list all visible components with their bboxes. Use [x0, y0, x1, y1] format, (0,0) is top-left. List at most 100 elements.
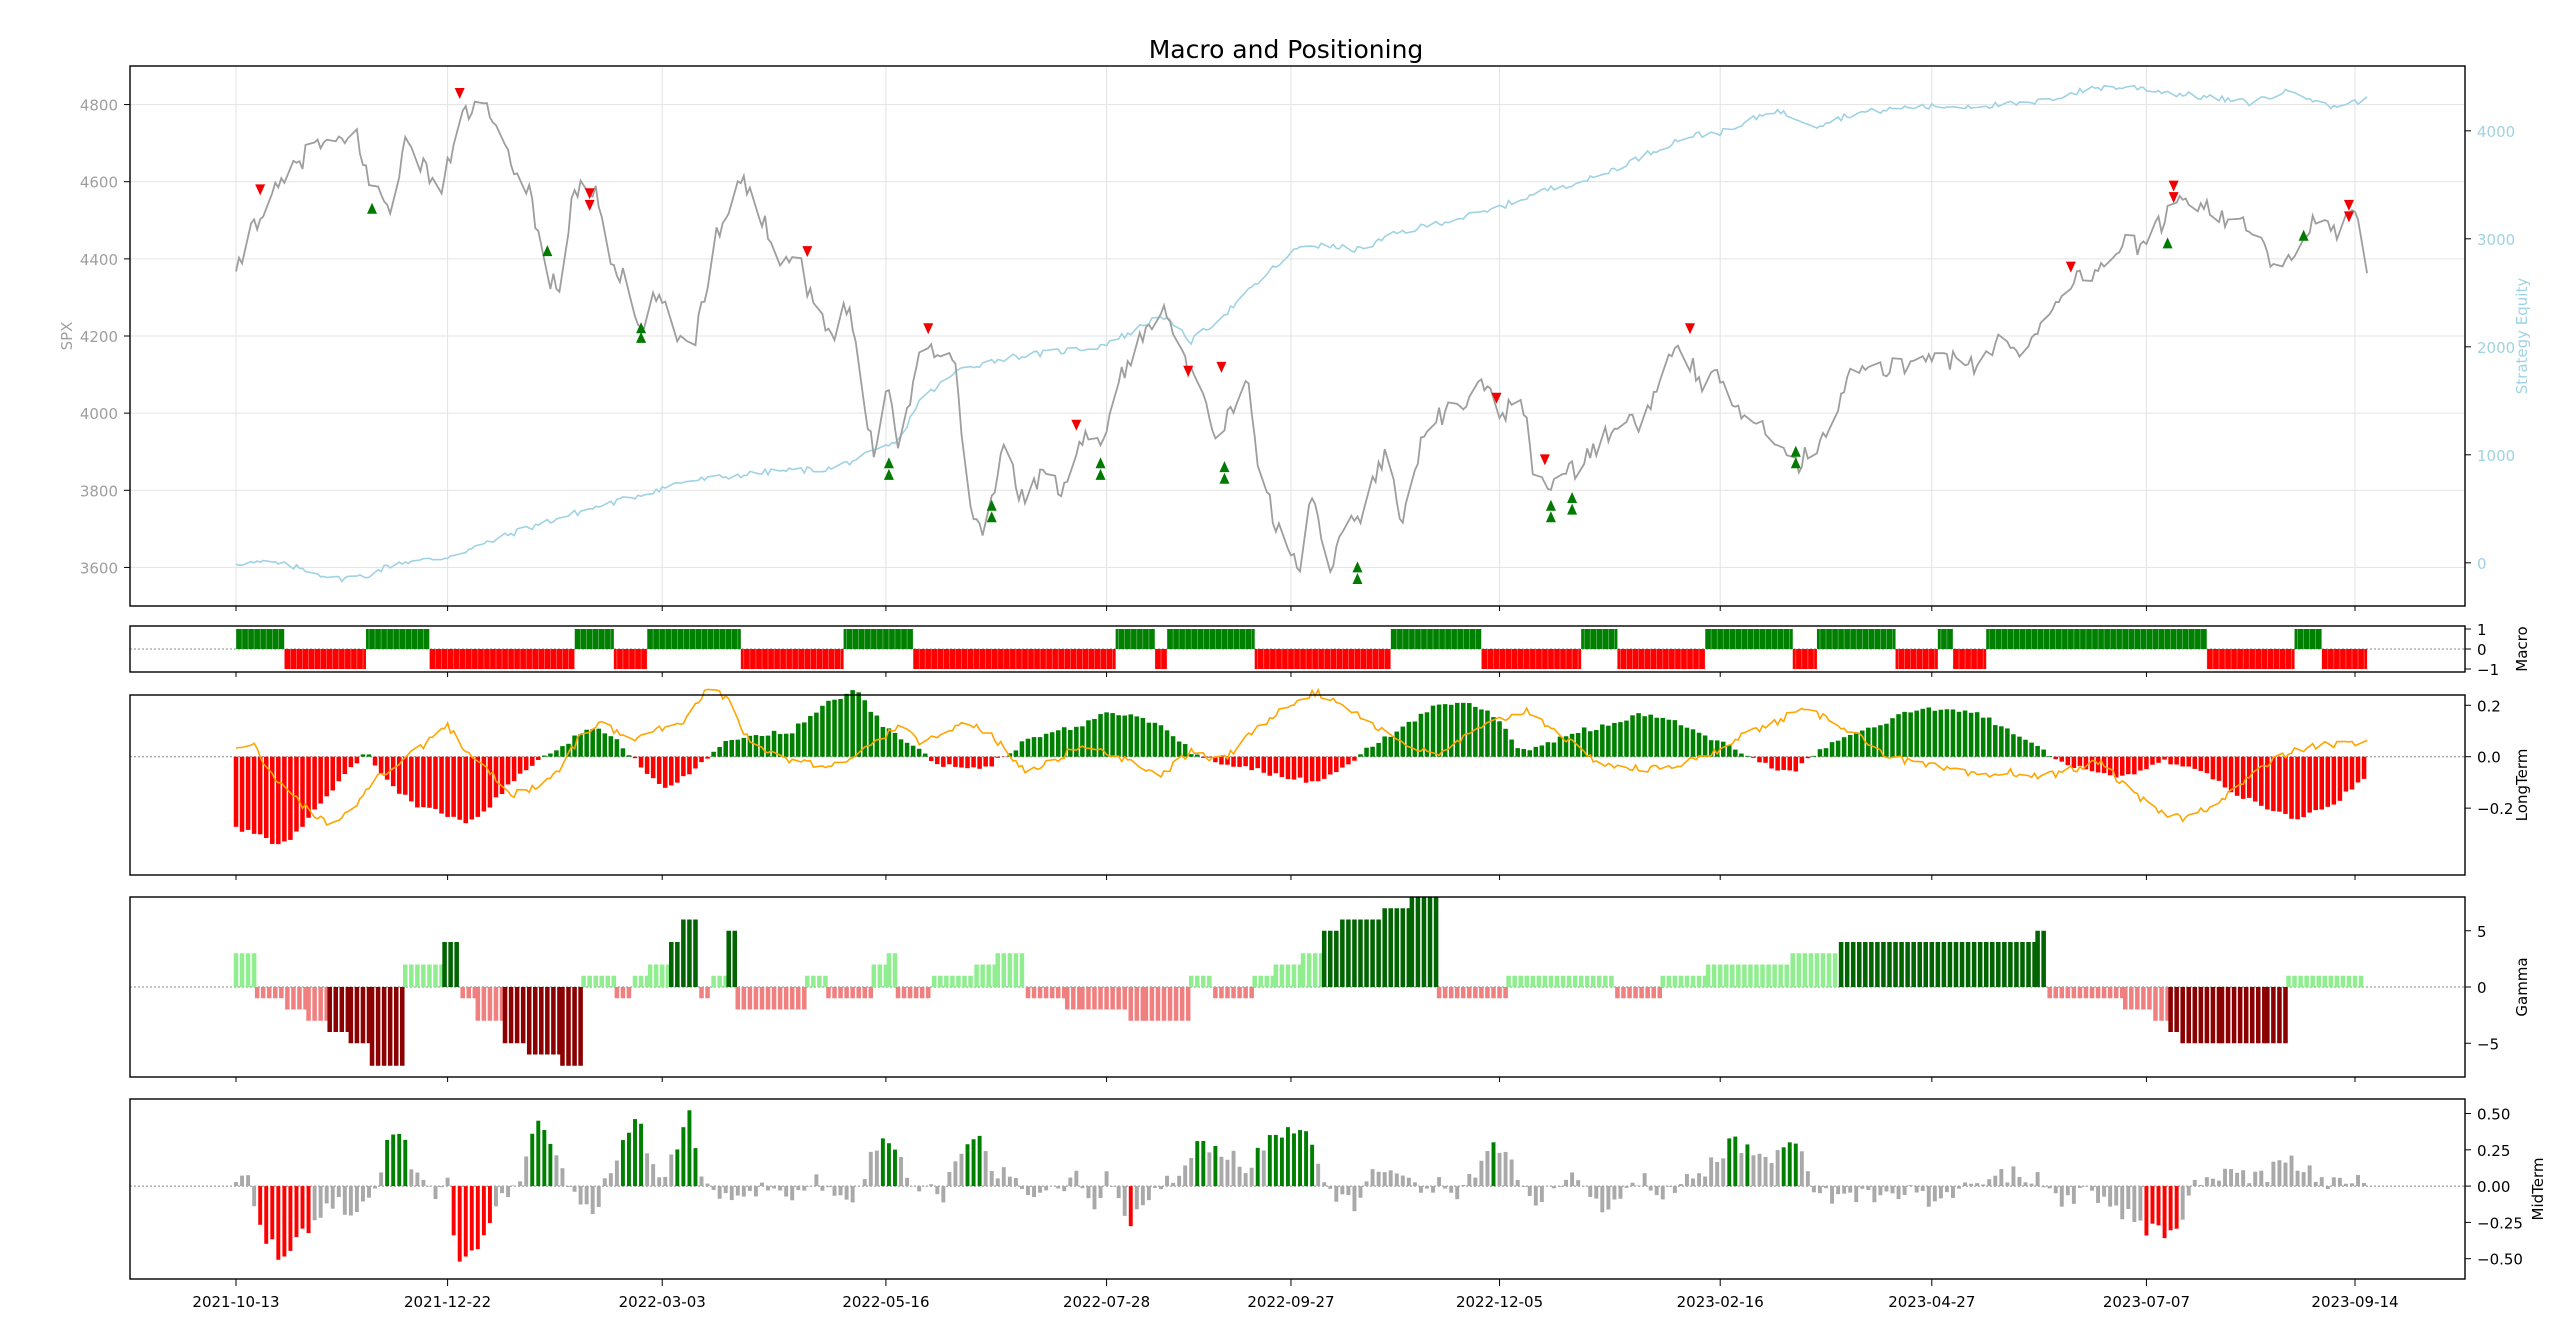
gamma-bar [2008, 942, 2013, 987]
longterm-bar [2319, 756, 2325, 810]
midterm-bar [1370, 1169, 1375, 1187]
gamma-bar [2216, 987, 2222, 1044]
midterm-bar [1981, 1184, 1986, 1187]
gamma-bar [986, 964, 991, 987]
gamma-bar [1019, 953, 1025, 987]
longterm-bar [2107, 756, 2113, 776]
macro-state-bar [1481, 649, 1582, 669]
longterm-bar [1436, 704, 1442, 757]
gamma-bar [1013, 953, 1019, 987]
spx-tick-label: 4000 [80, 405, 118, 423]
gamma-bar [2249, 987, 2255, 1044]
gamma-bar [427, 964, 432, 987]
longterm-bar [1430, 705, 1436, 757]
gamma-bar [508, 987, 514, 1044]
buy-signal-marker [636, 322, 647, 334]
midterm-bar [379, 1172, 384, 1187]
gamma-bar [1285, 964, 1291, 987]
longterm-bar [1823, 748, 1829, 757]
midterm-bar [1715, 1161, 1720, 1187]
midterm-bar [1811, 1186, 1816, 1193]
gamma-bar [599, 975, 605, 987]
midterm-bar [2041, 1186, 2046, 1188]
midterm-bar [1733, 1136, 1738, 1187]
longterm-bar [421, 756, 426, 808]
longterm-bar [880, 727, 886, 757]
gamma-bar [2026, 942, 2031, 987]
longterm-bar [669, 756, 674, 786]
longterm-bar [300, 756, 305, 827]
gamma-bar [950, 975, 955, 987]
gamma-bar [1025, 987, 1031, 999]
longterm-bar [2349, 756, 2355, 790]
midterm-bar [971, 1139, 976, 1187]
gamma-bar [1711, 964, 1717, 987]
gamma-bar [883, 964, 889, 987]
midterm-bar [2343, 1183, 2348, 1187]
midterm-bar [796, 1186, 801, 1190]
longterm-bar [590, 729, 595, 757]
gamma-bar [1001, 953, 1007, 987]
longterm-bar [656, 756, 662, 784]
midterm-bar [1007, 1176, 1012, 1187]
gamma-bar [1736, 964, 1741, 987]
longterm-bar [814, 712, 819, 757]
midterm-bar [868, 1151, 873, 1187]
midterm-bar [445, 1177, 450, 1187]
midterm-bar [1950, 1186, 1955, 1198]
longterm-bar [759, 736, 765, 757]
midterm-bar [1654, 1186, 1659, 1196]
midterm-bar [1830, 1186, 1835, 1204]
macro-state-bar [365, 629, 430, 649]
longterm-bar [1013, 750, 1019, 757]
longterm-bar [717, 746, 722, 757]
gamma-bar [1935, 942, 1941, 987]
longterm-bar [1769, 756, 1774, 769]
gamma-bar [925, 987, 931, 999]
midterm-bar [2059, 1186, 2064, 1207]
midterm-bar [1092, 1186, 1097, 1210]
longterm-bar [1720, 741, 1726, 757]
gamma-bar [2237, 987, 2243, 1044]
gamma-bar [817, 975, 822, 987]
x-tick-label: 2022-05-16 [842, 1293, 929, 1311]
midterm-bar [1769, 1163, 1774, 1187]
midterm-bar [850, 1186, 855, 1203]
gamma-bar [1086, 987, 1091, 1010]
longterm-bar [1872, 727, 1877, 757]
midterm-bar [1836, 1186, 1841, 1195]
longterm-bar [1847, 734, 1853, 757]
macro-state-bar [2321, 649, 2368, 669]
x-tick-label: 2021-12-22 [404, 1293, 491, 1311]
midterm-bar [1177, 1175, 1182, 1187]
gamma-bar [1201, 975, 1206, 987]
longterm-bar [560, 746, 565, 757]
longterm-bar [2283, 756, 2288, 814]
gamma-bar [1802, 953, 1808, 987]
midterm-bar [1231, 1150, 1236, 1187]
buy-signal-marker [367, 202, 378, 214]
gamma-bar [732, 930, 738, 987]
gamma-bar [1584, 975, 1590, 987]
longterm-bar [2361, 756, 2367, 779]
midterm-bar [1062, 1186, 1067, 1192]
longterm-bar [608, 736, 614, 757]
gamma-bar [1167, 987, 1173, 1021]
gamma-bar [850, 987, 855, 999]
midterm-bar [627, 1132, 631, 1187]
midterm-bar [1376, 1171, 1381, 1187]
longterm-bar [850, 690, 855, 757]
gamma-bar [632, 975, 638, 987]
midterm-bar [1467, 1173, 1472, 1187]
longterm-bar [2005, 728, 2010, 757]
gamma-bar [1043, 987, 1049, 999]
longterm-bar [251, 756, 257, 834]
gamma-bar [481, 987, 487, 1021]
gamma-bar [2265, 987, 2270, 1044]
midterm-bar [2210, 1178, 2215, 1187]
macro-panel: 1 0 −1 Macro [129, 621, 2531, 679]
gamma-bar [369, 987, 375, 1066]
longterm-bar [1757, 756, 1762, 763]
midterm-bar [1533, 1186, 1538, 1206]
